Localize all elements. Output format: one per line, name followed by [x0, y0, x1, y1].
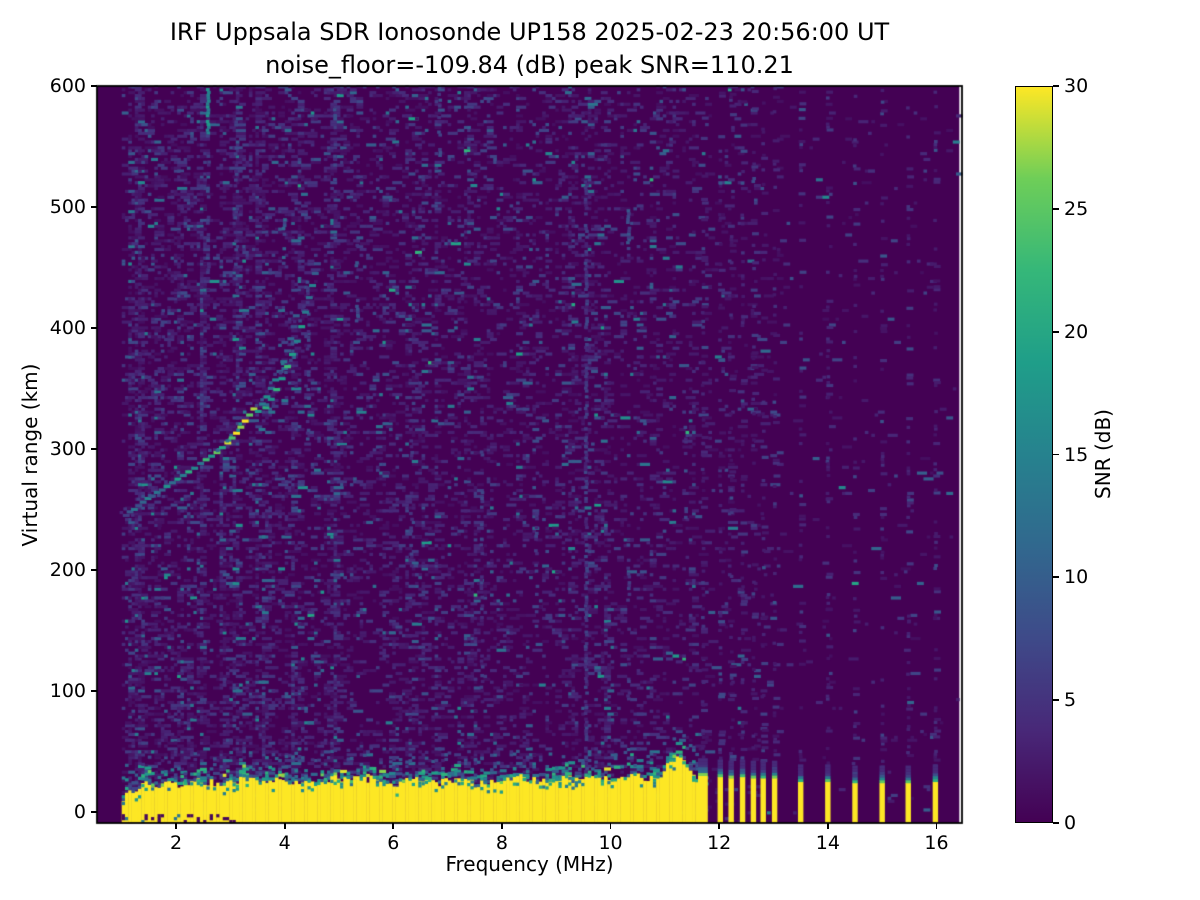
- y-tick-label: 600: [49, 75, 86, 97]
- colorbar-tick-mark: [1053, 822, 1059, 824]
- x-tick-mark: [283, 823, 286, 829]
- x-tick-mark: [609, 823, 612, 829]
- y-tick-label: 0: [73, 800, 86, 823]
- y-tick-mark: [91, 690, 97, 692]
- colorbar-tick-mark: [1053, 453, 1059, 456]
- colorbar-tick-label: 25: [1064, 197, 1089, 220]
- y-tick-label: 200: [49, 558, 86, 581]
- colorbar-tick-label: 20: [1064, 320, 1089, 343]
- x-tick-label: 6: [387, 832, 400, 854]
- y-tick-label: 400: [49, 316, 86, 339]
- title-line-1: IRF Uppsala SDR Ionosonde UP158 2025-02-…: [169, 18, 890, 46]
- colorbar-tick-label: 5: [1064, 689, 1077, 712]
- x-tick-label: 4: [278, 832, 291, 854]
- colorbar-tick-mark: [1053, 85, 1059, 87]
- x-tick-mark: [826, 823, 829, 829]
- y-tick-mark: [91, 327, 97, 329]
- colorbar-tick-label: 0: [1064, 812, 1077, 834]
- y-tick-mark: [91, 811, 97, 813]
- x-tick-mark: [501, 823, 503, 829]
- x-tick-mark: [935, 823, 938, 829]
- colorbar-tick-label: 10: [1064, 566, 1089, 589]
- y-tick-mark: [91, 206, 97, 208]
- colorbar-tick-label: 30: [1064, 75, 1089, 97]
- x-tick-label: 14: [815, 832, 840, 854]
- colorbar-tick-mark: [1053, 576, 1059, 579]
- title-line-2: noise_floor=-109.84 (dB) peak SNR=110.21: [265, 51, 794, 79]
- x-tick-label: 2: [169, 832, 183, 854]
- x-tick-mark: [175, 823, 177, 829]
- x-tick-label: 12: [707, 832, 732, 854]
- y-tick-label: 500: [49, 195, 86, 218]
- x-tick-label: 8: [495, 832, 508, 854]
- y-tick-mark: [91, 569, 97, 571]
- y-tick-label: 300: [49, 437, 86, 460]
- colorbar-tick-mark: [1053, 207, 1059, 210]
- x-tick-label: 16: [924, 832, 949, 854]
- colorbar-tick-label: 15: [1064, 443, 1089, 466]
- x-tick-mark: [392, 823, 395, 829]
- plot-title: IRF Uppsala SDR Ionosonde UP158 2025-02-…: [97, 16, 962, 82]
- y-tick-mark: [91, 448, 97, 450]
- x-tick-label: 10: [598, 832, 623, 854]
- colorbar-tick-mark: [1053, 330, 1059, 333]
- x-axis-label: Frequency (MHz): [445, 852, 614, 876]
- colorbar-tick-mark: [1053, 699, 1059, 702]
- x-tick-mark: [718, 823, 721, 829]
- y-tick-mark: [91, 85, 97, 87]
- colorbar: [1015, 86, 1053, 823]
- y-tick-label: 100: [49, 679, 86, 702]
